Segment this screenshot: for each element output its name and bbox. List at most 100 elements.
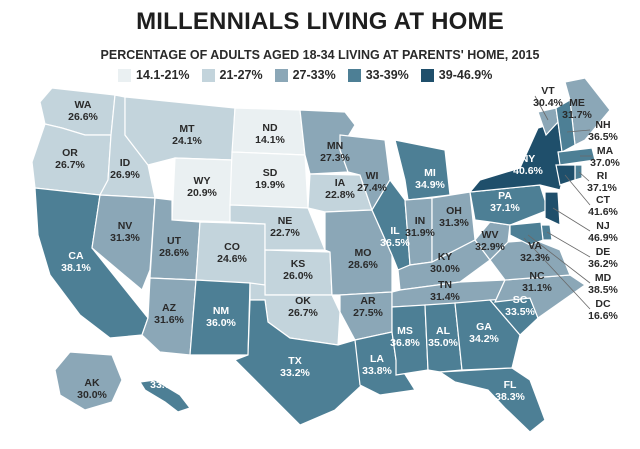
state-abbr-vt: VT: [541, 85, 555, 97]
state-abbr-la: LA: [370, 353, 384, 365]
state-abbr-in: IN: [415, 215, 426, 227]
state-value-mi: 34.9%: [415, 179, 445, 191]
state-value-hi: 33.7%: [150, 379, 180, 391]
state-abbr-mt: MT: [179, 123, 195, 135]
state-value-nc: 31.1%: [522, 282, 552, 294]
state-value-ca: 38.1%: [61, 262, 91, 274]
state-value-nm: 36.0%: [206, 317, 236, 329]
leader-line-md: [527, 234, 591, 284]
state-abbr-ms: MS: [397, 325, 413, 337]
state-value-sc: 33.5%: [505, 306, 535, 318]
state-abbr-co: CO: [224, 241, 240, 253]
state-abbr-ct: CT: [596, 194, 611, 206]
leader-line-dc: [523, 237, 591, 310]
state-value-ut: 28.6%: [159, 247, 189, 259]
legend-swatch: [118, 68, 131, 82]
state-value-ia: 22.8%: [325, 189, 355, 201]
state-nj: [544, 191, 561, 226]
state-value-wa: 26.6%: [68, 111, 98, 123]
legend-swatch: [274, 68, 288, 82]
state-abbr-nd: ND: [262, 122, 278, 134]
state-abbr-sc: SC: [513, 294, 528, 306]
state-value-wi: 27.4%: [357, 182, 387, 194]
leader-line-vt: [534, 95, 549, 121]
state-value-id: 26.9%: [110, 169, 140, 181]
state-value-va: 32.3%: [520, 252, 550, 264]
state-abbr-de: DE: [596, 246, 611, 258]
state-wv: [474, 221, 511, 261]
leader-line-ct: [564, 174, 591, 206]
state-fl: [438, 367, 546, 433]
state-abbr-oh: OH: [446, 205, 462, 217]
state-ma: [557, 147, 596, 166]
state-ny: [468, 121, 566, 193]
state-ri: [574, 164, 583, 181]
state-value-tn: 31.4%: [430, 291, 460, 303]
state-value-mn: 27.3%: [320, 152, 350, 164]
state-abbr-ne: NE: [278, 215, 293, 227]
leader-line-ri: [578, 171, 590, 182]
state-abbr-wi: WI: [366, 170, 379, 182]
state-abbr-nv: NV: [118, 220, 133, 232]
state-value-az: 31.6%: [154, 314, 184, 326]
legend-item-1: 14.1-21%: [118, 68, 190, 82]
state-value-ms: 36.8%: [390, 337, 420, 349]
state-ak: [54, 351, 123, 411]
state-value-il: 36.5%: [380, 237, 410, 249]
state-value-nh: 36.5%: [588, 131, 618, 143]
leader-line-de: [546, 231, 591, 258]
state-value-ri: 37.1%: [587, 182, 617, 194]
state-abbr-ut: UT: [167, 235, 182, 247]
state-abbr-id: ID: [120, 157, 131, 169]
state-abbr-ok: OK: [295, 295, 311, 307]
state-abbr-md: MD: [595, 272, 612, 284]
state-value-md: 38.5%: [588, 284, 618, 296]
state-value-or: 26.7%: [55, 159, 85, 171]
state-wi: [339, 134, 391, 212]
state-value-ok: 26.7%: [288, 307, 318, 319]
state-value-ks: 26.0%: [283, 270, 313, 282]
state-value-wy: 20.9%: [187, 187, 217, 199]
legend-label: 39-46.9%: [438, 68, 493, 82]
state-shapes: [31, 77, 611, 433]
state-abbr-nh: NH: [595, 119, 610, 131]
state-abbr-nm: NM: [213, 305, 230, 317]
state-mi: [394, 139, 451, 201]
state-abbr-wa: WA: [75, 99, 92, 111]
legend-item-4: 33-39%: [347, 68, 409, 82]
state-md: [509, 221, 544, 246]
state-ga: [454, 299, 521, 371]
state-abbr-mi: MI: [424, 167, 436, 179]
state-value-ny: 40.6%: [513, 165, 543, 177]
state-abbr-or: OR: [62, 147, 78, 159]
legend-item-3: 27-33%: [274, 68, 336, 82]
state-abbr-hi: HI: [160, 367, 171, 379]
leader-line-nh: [566, 129, 591, 133]
state-value-ky: 30.0%: [430, 263, 460, 275]
state-value-ar: 27.5%: [353, 307, 383, 319]
state-abbr-me: ME: [569, 97, 585, 109]
legend-swatch: [420, 68, 434, 82]
map-subtitle: PERCENTAGE OF ADULTS AGED 18-34 LIVING A…: [100, 48, 540, 62]
state-value-oh: 31.3%: [439, 217, 469, 229]
state-value-ct: 41.6%: [588, 206, 618, 218]
state-value-nd: 14.1%: [255, 134, 285, 146]
state-abbr-ga: GA: [476, 321, 492, 333]
state-value-co: 24.6%: [217, 253, 247, 265]
state-abbr-ca: CA: [68, 250, 84, 262]
state-abbr-mn: MN: [327, 140, 343, 152]
state-value-ga: 34.2%: [469, 333, 499, 345]
state-value-mt: 24.1%: [172, 135, 202, 147]
state-abbr-al: AL: [436, 325, 451, 337]
state-nh: [555, 99, 576, 153]
state-value-ne: 22.7%: [270, 227, 300, 239]
state-value-fl: 38.3%: [495, 391, 525, 403]
state-abbr-ky: KY: [438, 251, 453, 263]
state-value-tx: 33.2%: [280, 367, 310, 379]
state-value-de: 36.2%: [588, 258, 618, 270]
state-value-vt: 30.4%: [533, 97, 563, 109]
state-abbr-pa: PA: [498, 190, 512, 202]
state-abbr-ia: IA: [335, 177, 346, 189]
state-value-ma: 37.0%: [590, 157, 620, 169]
